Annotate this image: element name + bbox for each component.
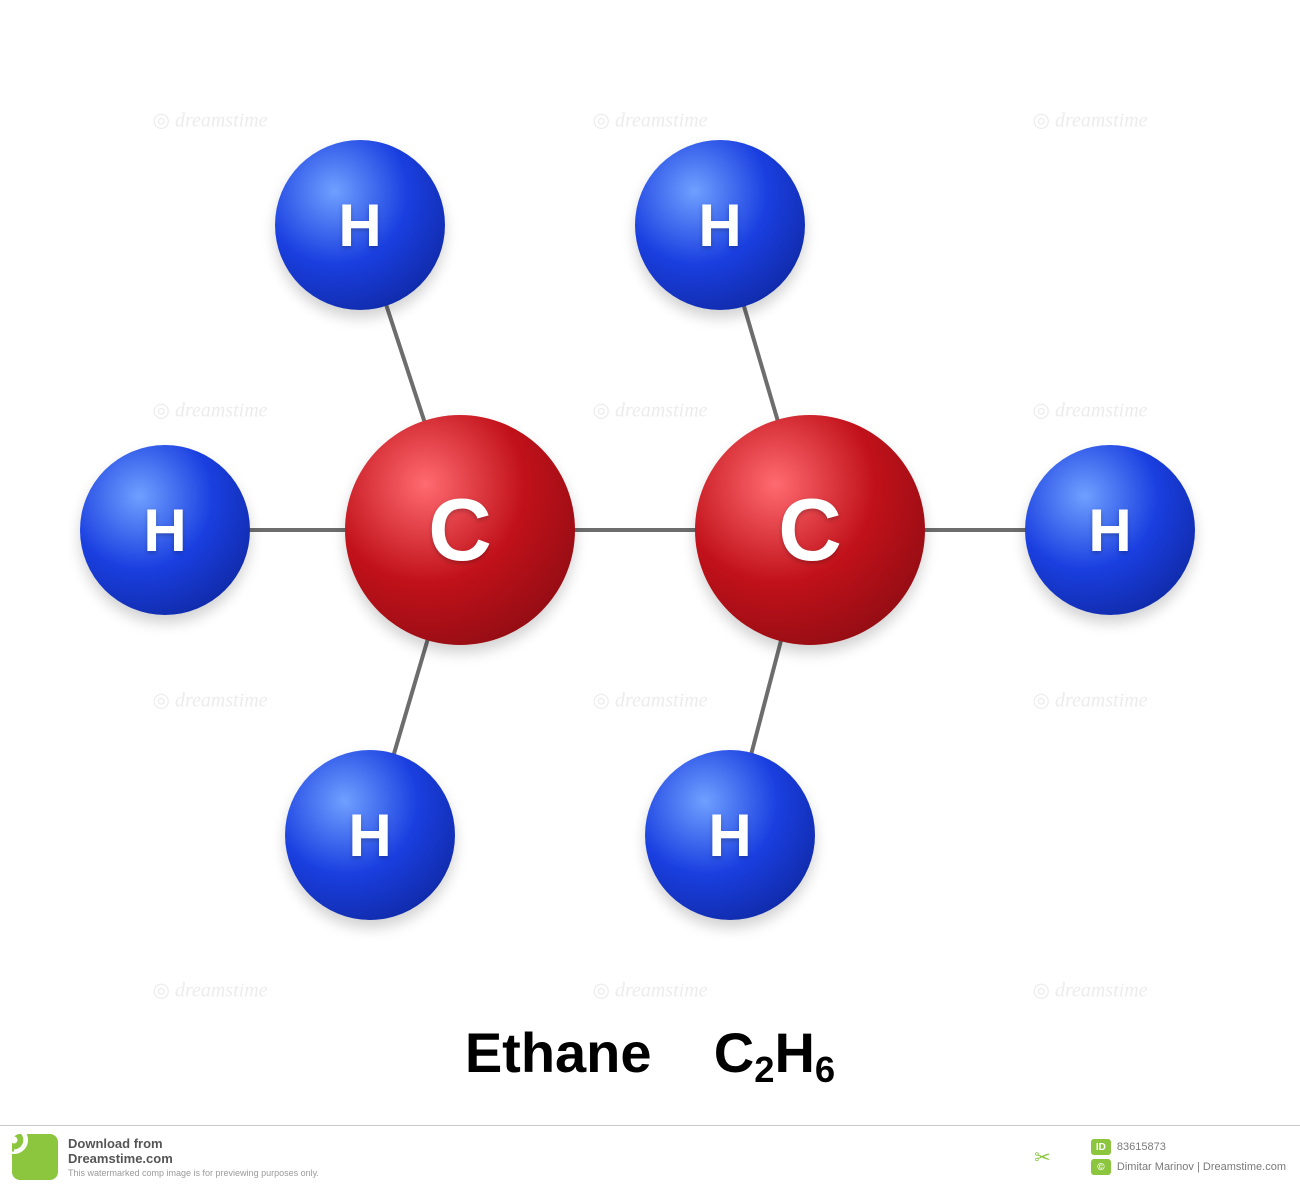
caption-formula-sub1: 2 — [754, 1049, 774, 1090]
atom-label: C — [428, 479, 492, 581]
download-disclaimer: This watermarked comp image is for previ… — [68, 1168, 319, 1178]
hydrogen-atom: H — [645, 750, 815, 920]
download-line1: Download from — [68, 1136, 319, 1151]
atom-label: H — [1088, 496, 1131, 565]
download-badge-icon — [12, 1134, 58, 1180]
diagram-stage: CCHHHHHH ◎ dreamstime◎ dreamstime◎ dream… — [0, 0, 1300, 1188]
atom-label: C — [778, 479, 842, 581]
hydrogen-atom: H — [275, 140, 445, 310]
caption-formula-sub2: 6 — [815, 1049, 835, 1090]
stock-footer: Download from Dreamstime.com This waterm… — [0, 1125, 1300, 1188]
attribution-block: ID 83615873 © Dimitar Marinov | Dreamsti… — [1091, 1139, 1286, 1175]
molecule-caption: Ethane C2H6 — [465, 1020, 835, 1091]
scissors-icon: ✂ — [1034, 1145, 1051, 1170]
author-name: Dimitar Marinov | Dreamstime.com — [1117, 1161, 1286, 1173]
download-text: Download from Dreamstime.com This waterm… — [68, 1136, 319, 1178]
caption-formula-c: C — [714, 1021, 754, 1084]
copyright-tag: © — [1091, 1159, 1111, 1175]
hydrogen-atom: H — [285, 750, 455, 920]
atom-label: H — [143, 496, 186, 565]
caption-name: Ethane — [465, 1021, 652, 1084]
atom-label: H — [708, 801, 751, 870]
hydrogen-atom: H — [80, 445, 250, 615]
caption-formula-h: H — [774, 1021, 814, 1084]
download-line2: Dreamstime.com — [68, 1151, 319, 1166]
hydrogen-atom: H — [1025, 445, 1195, 615]
id-tag: ID — [1091, 1139, 1111, 1155]
atom-label: H — [338, 191, 381, 260]
hydrogen-atom: H — [635, 140, 805, 310]
image-id: 83615873 — [1117, 1141, 1166, 1153]
atom-label: H — [348, 801, 391, 870]
carbon-atom: C — [345, 415, 575, 645]
atom-label: H — [698, 191, 741, 260]
carbon-atom: C — [695, 415, 925, 645]
